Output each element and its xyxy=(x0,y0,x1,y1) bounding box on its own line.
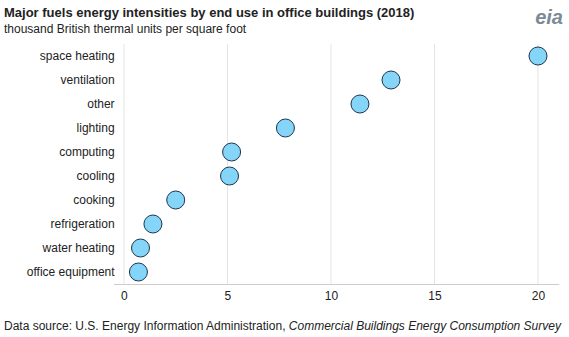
chart: Major fuels energy intensities by end us… xyxy=(0,0,569,337)
tick: 15 xyxy=(428,284,442,303)
category-label: ventilation xyxy=(61,73,115,87)
marks xyxy=(129,47,547,281)
axis-line xyxy=(114,284,559,285)
dot xyxy=(167,191,185,209)
grid xyxy=(124,44,538,284)
category-label: water heating xyxy=(42,241,115,255)
tick: 0 xyxy=(121,284,128,303)
dot xyxy=(144,215,162,233)
dot xyxy=(276,119,294,137)
source-publication: Commercial Buildings Energy Consumption … xyxy=(289,319,562,333)
grid-line xyxy=(227,44,228,284)
source: Data source: U.S. Energy Information Adm… xyxy=(4,319,562,333)
tick: computing xyxy=(59,145,114,159)
category-label: lighting xyxy=(77,121,115,135)
category-label: refrigeration xyxy=(51,217,115,231)
tick: cooking xyxy=(73,193,114,207)
tick-label: 10 xyxy=(325,289,339,303)
grid-line xyxy=(537,44,538,284)
tick-label: 15 xyxy=(428,289,442,303)
grid-line xyxy=(434,44,435,284)
category-label: office equipment xyxy=(27,265,116,279)
dot xyxy=(221,167,239,185)
grid-line xyxy=(330,44,331,284)
category-label: cooling xyxy=(77,169,115,183)
source-text: Data source: U.S. Energy Information Adm… xyxy=(4,319,289,333)
tick: 5 xyxy=(225,284,232,303)
tick-label: 0 xyxy=(121,289,128,303)
grid-line xyxy=(123,44,124,284)
category-label: computing xyxy=(59,145,114,159)
dot xyxy=(382,71,400,89)
tick: space heating xyxy=(40,49,115,63)
y-axis: space heating ventilation other lighting com… xyxy=(27,49,116,279)
subtitle: thousand British thermal units per squar… xyxy=(4,22,247,36)
tick: other xyxy=(87,97,114,111)
tick-label: 20 xyxy=(532,289,546,303)
tick: 20 xyxy=(532,284,546,303)
tick: ventilation xyxy=(61,73,115,87)
tick-label: 5 xyxy=(225,289,232,303)
dot xyxy=(351,95,369,113)
category-label: other xyxy=(87,97,114,111)
dot xyxy=(129,263,147,281)
tick: refrigeration xyxy=(51,217,115,231)
dot xyxy=(529,47,547,65)
logo: eia xyxy=(535,6,563,28)
dot xyxy=(223,143,241,161)
category-label: space heating xyxy=(40,49,115,63)
x-axis: 0 5 10 15 20 xyxy=(114,284,559,303)
title: Major fuels energy intensities by end us… xyxy=(4,5,414,20)
tick: office equipment xyxy=(27,265,116,279)
tick: water heating xyxy=(42,241,115,255)
category-label: cooking xyxy=(73,193,114,207)
tick: 10 xyxy=(325,284,339,303)
tick: cooling xyxy=(77,169,115,183)
tick: lighting xyxy=(77,121,115,135)
dot xyxy=(132,239,150,257)
